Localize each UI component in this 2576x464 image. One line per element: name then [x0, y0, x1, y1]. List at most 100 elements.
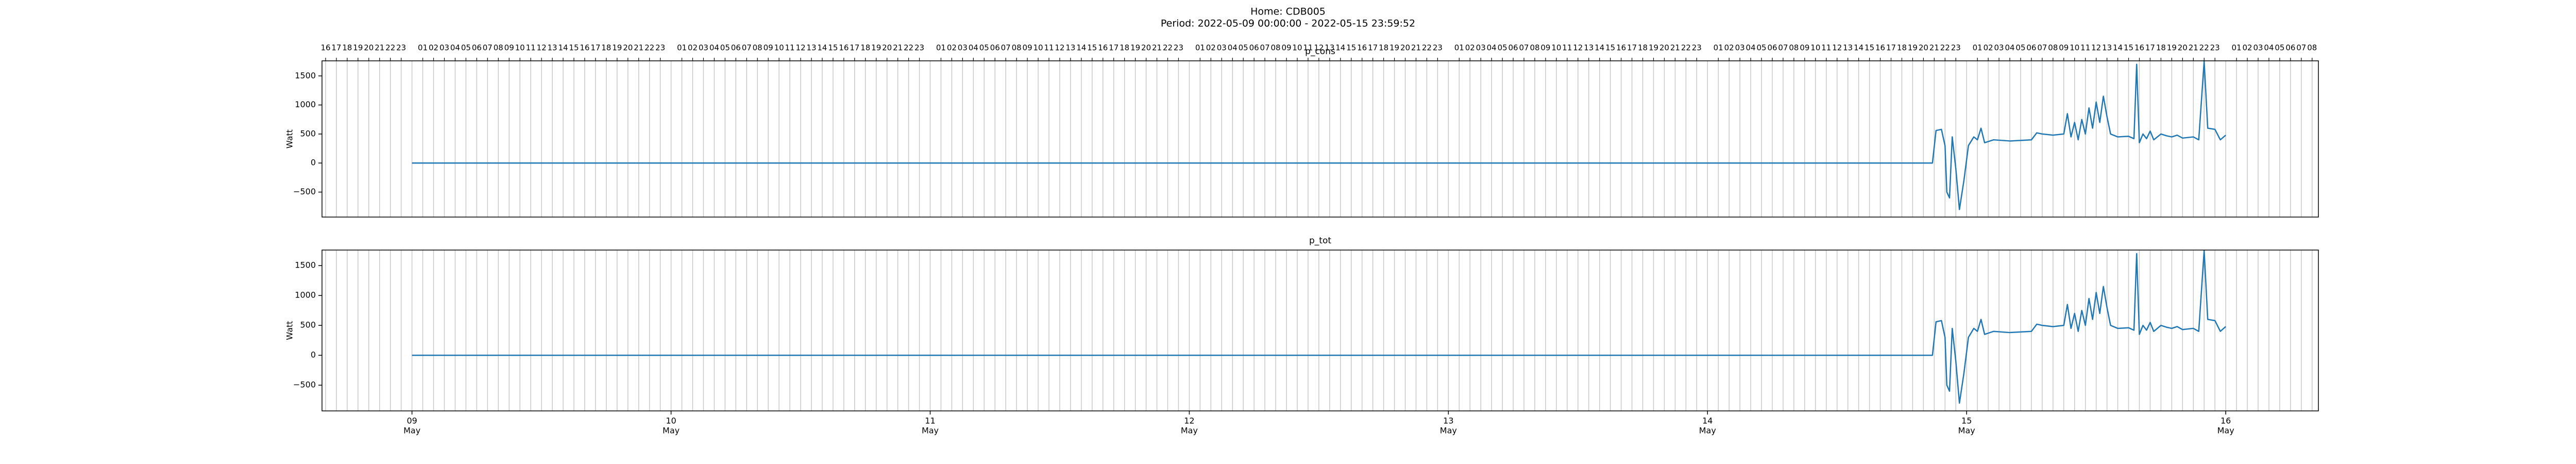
x2-tick-label: 07: [2296, 43, 2306, 53]
x-tick-label: 16: [2221, 416, 2231, 426]
x2-tick-label: 18: [1120, 43, 1129, 53]
x2-tick-label: 12: [1314, 43, 1324, 53]
y-tick-label: 1500: [295, 260, 316, 270]
x2-tick-label: 10: [1033, 43, 1043, 53]
x-tick-label: May: [1699, 426, 1716, 436]
x2-tick-label: 19: [2167, 43, 2177, 53]
x2-tick-label: 21: [634, 43, 643, 53]
x2-tick-label: 02: [1984, 43, 1993, 53]
x2-tick-label: 03: [1994, 43, 2004, 53]
x2-tick-label: 09: [1023, 43, 1032, 53]
x2-tick-label: 01: [1973, 43, 1982, 53]
x2-tick-label: 20: [882, 43, 892, 53]
x2-tick-label: 14: [1595, 43, 1604, 53]
x2-tick-label: 02: [1465, 43, 1475, 53]
x2-tick-label: 03: [958, 43, 968, 53]
x2-tick-label: 15: [828, 43, 838, 53]
x2-tick-label: 09: [504, 43, 514, 53]
x2-tick-label: 06: [472, 43, 482, 53]
axes-frame: [321, 60, 2319, 218]
x2-tick-label: 01: [1454, 43, 1464, 53]
x2-tick-label: 19: [1649, 43, 1658, 53]
x2-tick-label: 10: [515, 43, 525, 53]
x2-tick-label: 07: [1778, 43, 1788, 53]
x2-tick-label: 11: [785, 43, 795, 53]
x2-tick-label: 14: [817, 43, 827, 53]
x2-tick-label: 04: [2005, 43, 2014, 53]
x2-tick-label: 07: [1001, 43, 1011, 53]
x2-tick-label: 04: [1746, 43, 1756, 53]
x2-tick-label: 04: [1487, 43, 1497, 53]
x2-tick-label: 06: [1249, 43, 1259, 53]
x2-tick-label: 22: [1422, 43, 1432, 53]
x2-tick-label: 08: [1530, 43, 1539, 53]
x2-tick-label: 18: [342, 43, 352, 53]
x-tick-label: May: [663, 426, 680, 436]
x2-tick-label: 12: [537, 43, 547, 53]
x2-tick-label: 08: [2307, 43, 2317, 53]
x2-tick-label: 21: [893, 43, 903, 53]
x2-tick-label: 14: [1076, 43, 1086, 53]
x2-tick-label: 15: [1346, 43, 1356, 53]
x2-tick-label: 01: [2232, 43, 2242, 53]
x2-tick-label: 08: [2048, 43, 2058, 53]
x2-tick-label: 05: [1498, 43, 1507, 53]
x2-tick-label: 19: [1130, 43, 1140, 53]
x2-tick-label: 11: [1044, 43, 1054, 53]
axes-frame: [321, 250, 2319, 411]
x2-tick-label: 05: [2275, 43, 2284, 53]
x2-tick-label: 02: [2242, 43, 2252, 53]
x2-tick-label: 18: [601, 43, 611, 53]
subplot-title: p_tot: [1309, 236, 1331, 246]
x2-tick-label: 02: [429, 43, 438, 53]
x2-tick-label: 13: [548, 43, 557, 53]
x2-tick-label: 09: [2059, 43, 2069, 53]
x2-tick-label: 22: [1163, 43, 1173, 53]
x2-tick-label: 06: [1767, 43, 1777, 53]
y-tick-label: 1500: [295, 71, 316, 80]
x2-tick-label: 20: [623, 43, 633, 53]
x-tick-label: May: [403, 426, 420, 436]
x2-tick-label: 14: [1854, 43, 1863, 53]
x2-tick-label: 20: [1400, 43, 1410, 53]
x2-tick-label: 01: [936, 43, 946, 53]
x2-tick-label: 10: [774, 43, 784, 53]
x2-tick-label: 13: [1065, 43, 1075, 53]
x2-tick-label: 03: [439, 43, 449, 53]
x2-tick-label: 20: [1919, 43, 1928, 53]
x2-tick-label: 17: [2145, 43, 2155, 53]
x2-tick-label: 05: [1757, 43, 1767, 53]
x2-tick-label: 03: [1735, 43, 1745, 53]
x2-tick-label: 20: [1659, 43, 1669, 53]
x2-tick-label: 02: [688, 43, 698, 53]
data-line: [412, 60, 2226, 210]
y-tick-label: 1000: [295, 100, 316, 109]
x2-tick-label: 17: [1627, 43, 1637, 53]
x2-tick-label: 22: [645, 43, 654, 53]
x2-tick-label: 14: [558, 43, 568, 53]
x2-tick-label: 17: [331, 43, 341, 53]
x2-tick-label: 03: [1476, 43, 1486, 53]
x2-tick-label: 01: [1714, 43, 1723, 53]
x2-tick-label: 09: [1800, 43, 1809, 53]
y-tick-label: 0: [311, 350, 316, 360]
x2-tick-label: 16: [2134, 43, 2144, 53]
x2-tick-label: 02: [1724, 43, 1734, 53]
x2-tick-label: 06: [2285, 43, 2295, 53]
y-axis-label: Watt: [285, 321, 295, 340]
x-tick-label: 11: [925, 416, 935, 426]
x2-tick-label: 16: [1357, 43, 1367, 53]
x2-tick-label: 08: [1789, 43, 1799, 53]
x2-tick-label: 18: [1897, 43, 1907, 53]
x2-tick-label: 22: [1681, 43, 1691, 53]
x-tick-label: 14: [1702, 416, 1713, 426]
figure-title: Home: CDB005: [1250, 6, 1326, 18]
x2-tick-label: 08: [494, 43, 503, 53]
x2-tick-label: 04: [709, 43, 719, 53]
x2-tick-label: 10: [1551, 43, 1561, 53]
x2-tick-label: 04: [450, 43, 460, 53]
x-tick-label: 10: [666, 416, 676, 426]
x2-tick-label: 14: [2113, 43, 2123, 53]
x2-tick-label: 04: [2264, 43, 2274, 53]
